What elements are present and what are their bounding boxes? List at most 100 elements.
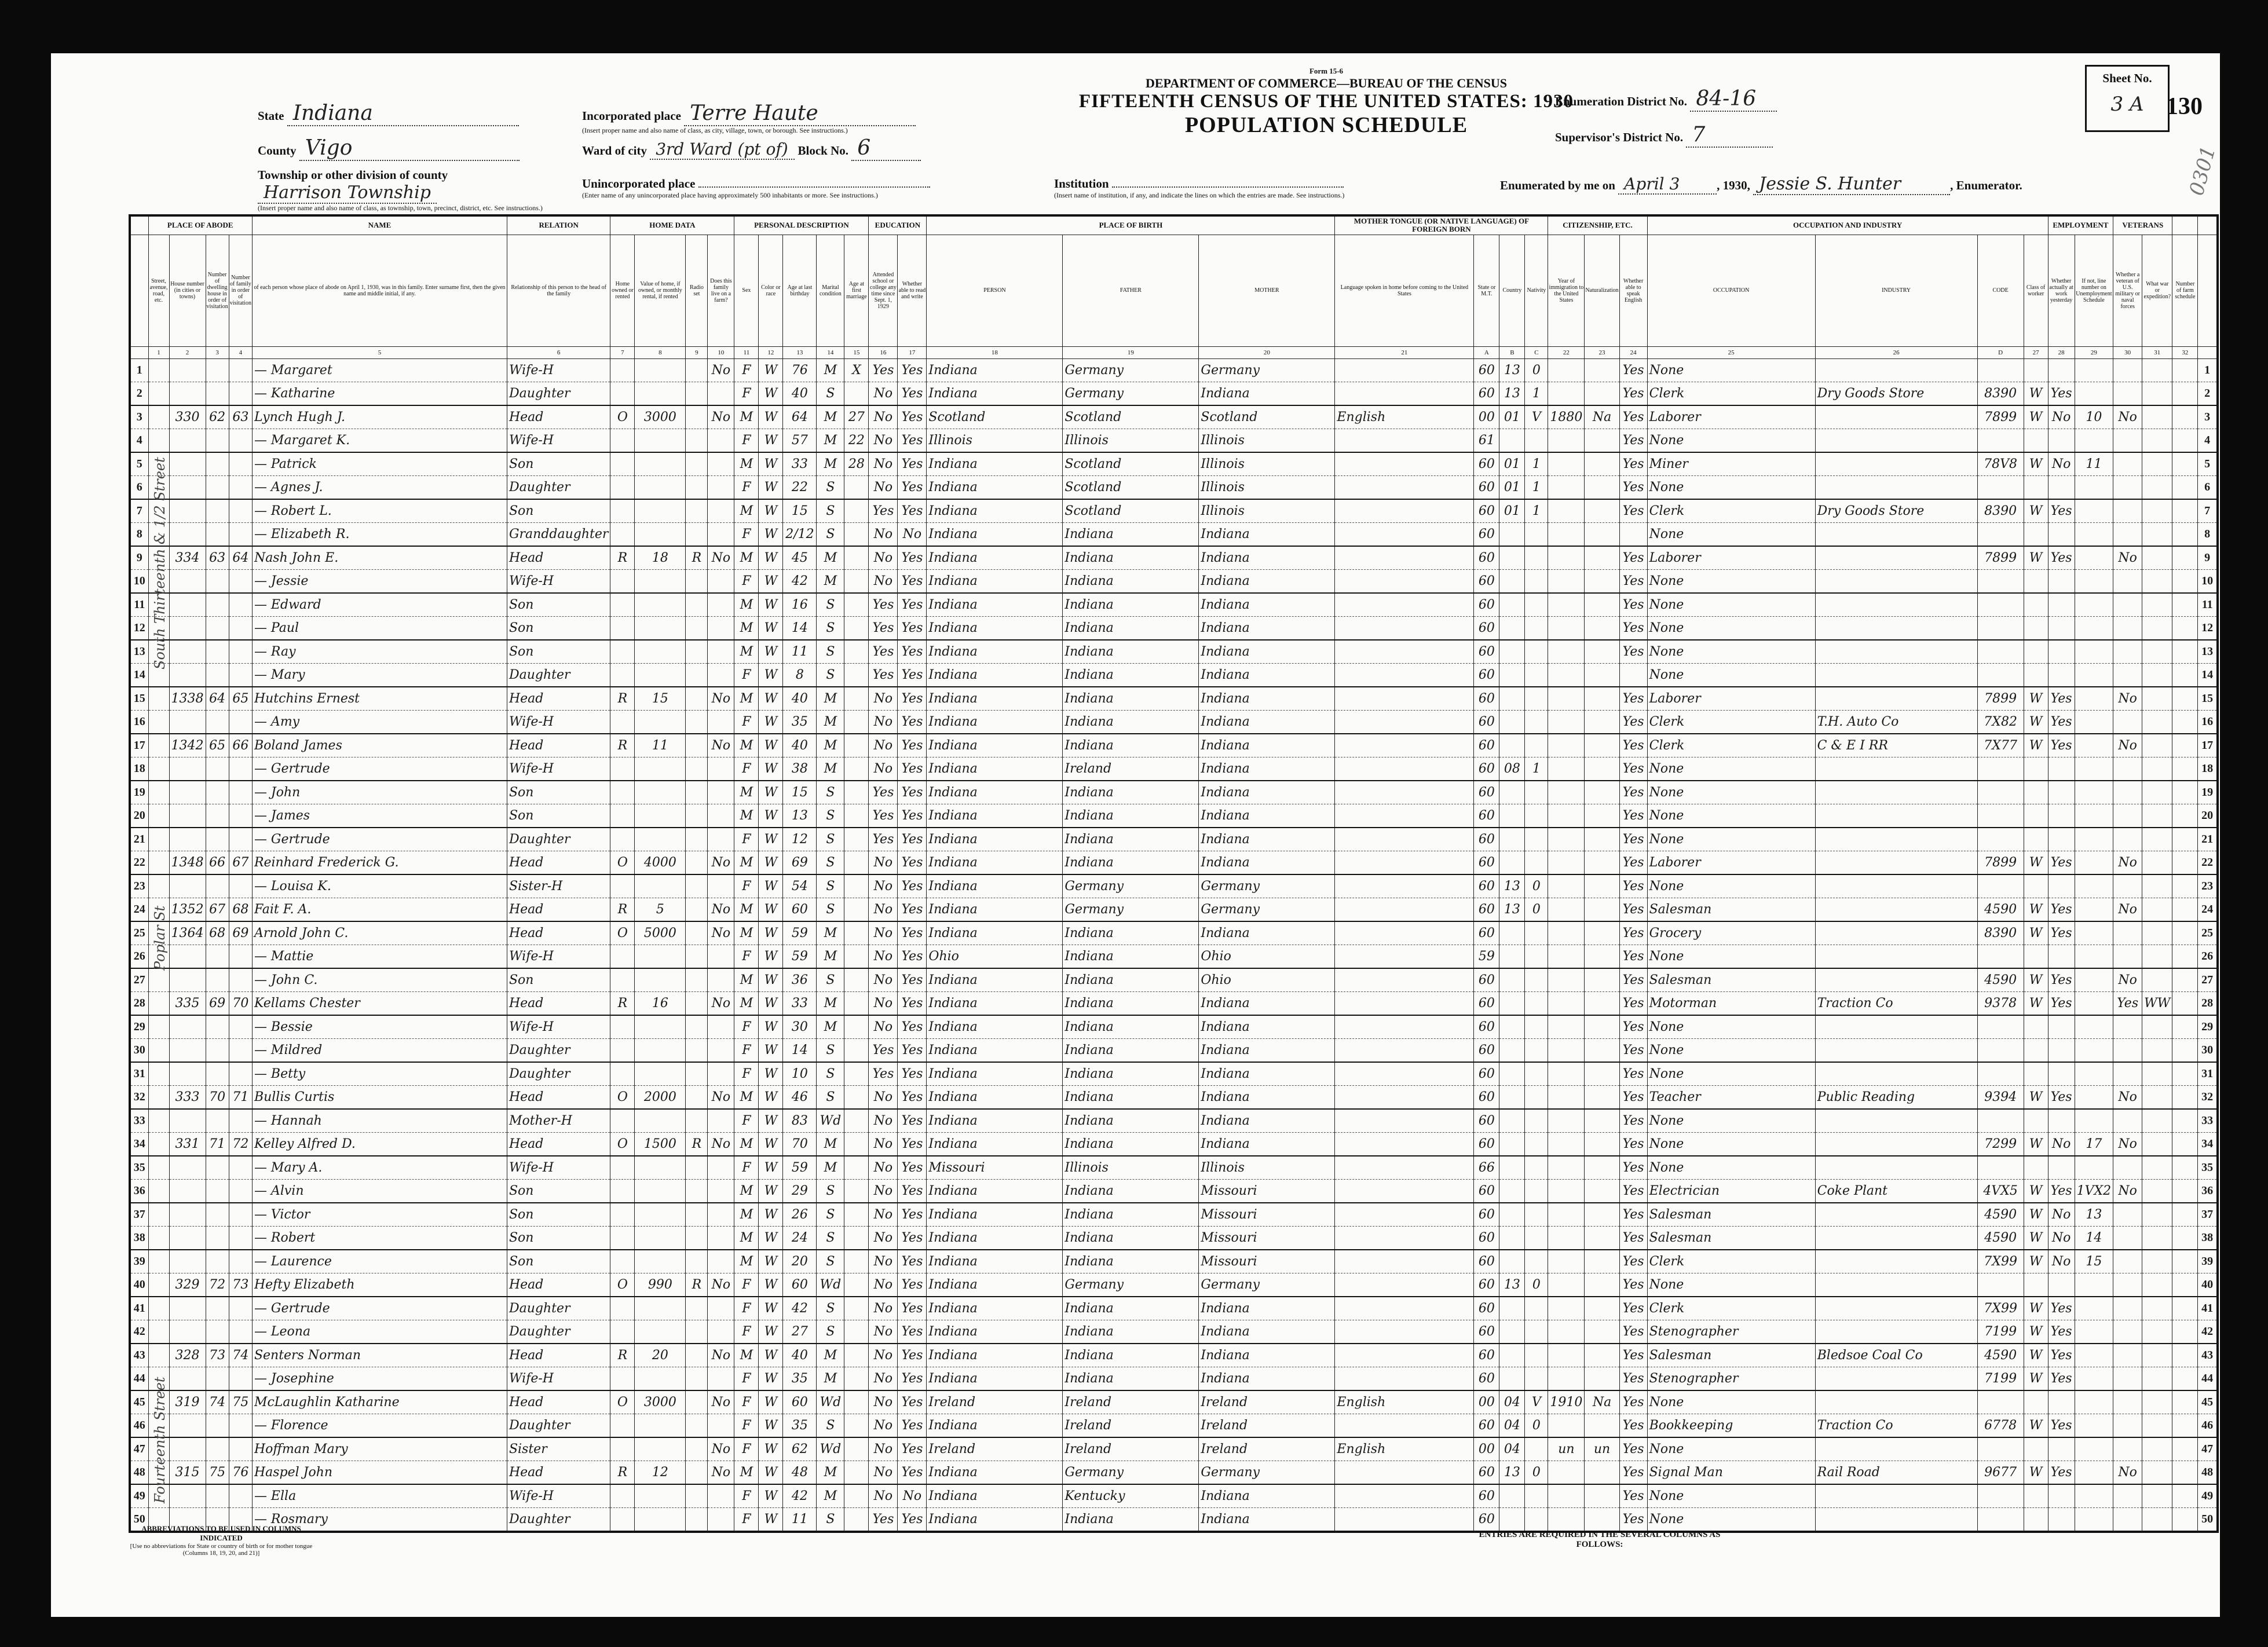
- cell-bp: Indiana: [926, 1249, 1063, 1273]
- cell-cc: 1: [1524, 475, 1549, 500]
- cell-school: No: [868, 851, 898, 875]
- cell-mar: M: [816, 546, 845, 570]
- cell-radio: [685, 945, 708, 969]
- cell-ln: 46: [129, 1414, 149, 1438]
- cell-rel: Daughter: [506, 827, 611, 851]
- cell-code: [1977, 1015, 2024, 1039]
- cell-race: W: [758, 1062, 784, 1086]
- cell-war: [2142, 1507, 2173, 1532]
- cell-radio: [685, 874, 708, 898]
- cell-bm: Indiana: [1198, 1296, 1336, 1320]
- cell-fs: [2172, 663, 2199, 687]
- cell-lang: [1334, 851, 1475, 875]
- cell-st: [148, 405, 170, 429]
- incorporated-label: Incorporated place: [582, 109, 681, 123]
- cell-emp: No: [2047, 1226, 2075, 1250]
- column-group-header: RELATION: [506, 215, 611, 235]
- column-group-header: [129, 215, 149, 235]
- cell-cls: [2023, 1155, 2048, 1180]
- cell-ln2: 21: [2197, 827, 2218, 851]
- cell-fs: [2172, 874, 2199, 898]
- table-row: 34 331 71 72 Kelley Alfred D. Head O 1500 R No M W 7…: [129, 1132, 2218, 1156]
- ed-label: Enumeration District No.: [1555, 94, 1688, 108]
- cell-unemp: 1VX2: [2074, 1179, 2114, 1203]
- cell-school: No: [868, 1108, 898, 1133]
- cell-farm: [707, 429, 735, 453]
- cell-school: No: [868, 1249, 898, 1273]
- cell-fs: [2172, 804, 2199, 828]
- column-number: 28: [2047, 346, 2075, 359]
- cell-tenure: [610, 1062, 635, 1086]
- cell-cb: [1499, 1320, 1526, 1344]
- cell-tenure: R: [610, 898, 635, 922]
- cell-value: [634, 639, 686, 664]
- cell-bp: Indiana: [926, 1108, 1063, 1133]
- cell-imm: [1548, 522, 1585, 547]
- cell-lang: [1334, 1320, 1475, 1344]
- table-row: 28 335 69 70 Kellams Chester Head R 16 No M W 33 M No…: [129, 991, 2218, 1016]
- cell-code: [1977, 757, 2024, 781]
- cell-sex: M: [734, 851, 759, 875]
- cell-dwell: [205, 1015, 229, 1039]
- cell-vet: No: [2113, 851, 2143, 875]
- cell-race: W: [758, 475, 784, 500]
- cell-lang: [1334, 1085, 1475, 1110]
- cell-farm: [707, 1367, 735, 1391]
- cell-radio: [685, 1437, 708, 1461]
- cell-bm: Germany: [1198, 874, 1336, 898]
- cell-radio: [685, 405, 708, 429]
- cell-eng: Yes: [1619, 616, 1648, 640]
- cell-bp: Indiana: [926, 1507, 1063, 1532]
- cell-unemp: [2074, 663, 2114, 687]
- cell-sex: M: [734, 405, 759, 429]
- cell-ln: 31: [129, 1062, 149, 1086]
- cell-age: 11: [782, 639, 817, 664]
- cell-read: Yes: [897, 945, 927, 969]
- cell-cc: [1524, 1320, 1549, 1344]
- cell-fam: 71: [228, 1085, 253, 1110]
- cell-ln: 9: [129, 546, 149, 570]
- cell-fam: [228, 1015, 253, 1039]
- cell-agemar: [844, 1249, 869, 1273]
- cell-cb: [1499, 1015, 1526, 1039]
- cell-house: [169, 1202, 206, 1227]
- cell-war: [2142, 1437, 2173, 1461]
- cell-cb: [1499, 733, 1526, 757]
- cell-lang: [1334, 499, 1475, 523]
- cell-value: [634, 382, 686, 406]
- cell-sex: M: [734, 991, 759, 1016]
- cell-cc: [1524, 851, 1549, 875]
- cell-school: No: [868, 1414, 898, 1438]
- cell-code: 7X82: [1977, 710, 2024, 734]
- cell-fam: 65: [228, 686, 253, 711]
- cell-cc: [1524, 1296, 1549, 1320]
- cell-race: W: [758, 639, 784, 664]
- cell-ln2: 8: [2197, 522, 2218, 547]
- cell-nat: [1584, 569, 1620, 594]
- cell-war: [2142, 616, 2173, 640]
- cell-st: [148, 733, 170, 757]
- cell-st: [148, 1155, 170, 1180]
- cell-value: [634, 663, 686, 687]
- cell-dwell: 69: [205, 991, 229, 1016]
- sd-field: Supervisor's District No. 7: [1555, 123, 1773, 148]
- cell-dwell: 66: [205, 851, 229, 875]
- cell-tenure: [610, 1507, 635, 1532]
- cell-name: — James: [251, 804, 507, 828]
- cell-rel: Son: [506, 592, 611, 617]
- cell-code: [1977, 1062, 2024, 1086]
- cell-agemar: [844, 639, 869, 664]
- cell-read: Yes: [897, 475, 927, 500]
- cell-bm: Indiana: [1198, 1484, 1336, 1508]
- cell-school: No: [868, 1085, 898, 1110]
- cell-unemp: [2074, 429, 2114, 453]
- cell-house: [169, 710, 206, 734]
- cell-name: Senters Norman: [251, 1343, 507, 1367]
- cell-bp: Ireland: [926, 1390, 1063, 1414]
- cell-value: 3000: [634, 405, 686, 429]
- cell-read: Yes: [897, 1320, 927, 1344]
- cell-farm: [707, 1226, 735, 1250]
- cell-farm: [707, 968, 735, 992]
- cell-bf: Indiana: [1062, 1062, 1199, 1086]
- cell-ln: 49: [129, 1484, 149, 1508]
